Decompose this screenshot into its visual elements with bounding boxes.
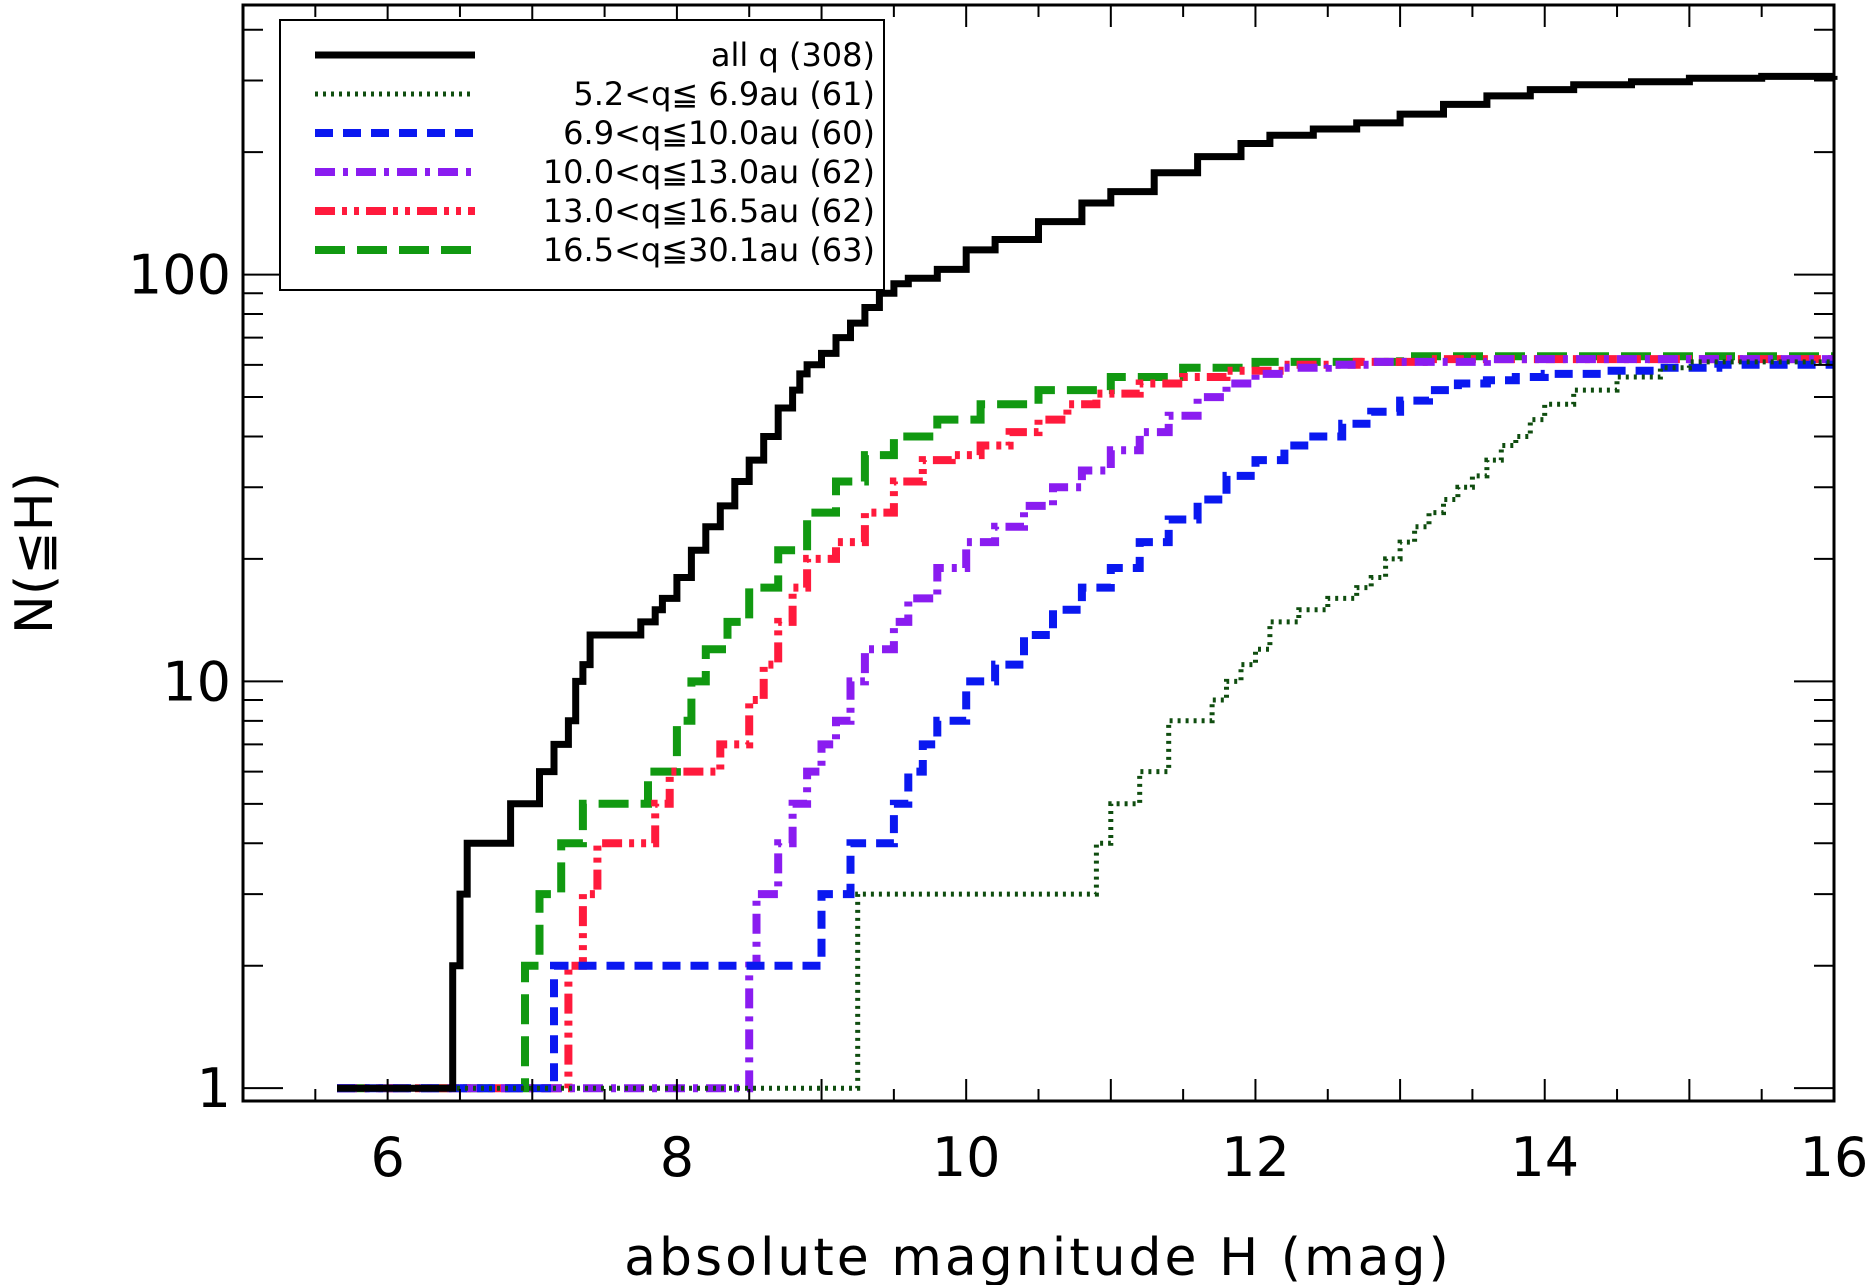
x-tick-label: 6 — [370, 1126, 404, 1189]
legend-label: 16.5<q≦30.1au (63) — [543, 231, 875, 269]
legend-label: 5.2<q≦ 6.9au (61) — [573, 75, 875, 113]
x-tick-label: 16 — [1800, 1126, 1869, 1189]
y-axis-title: N(≦H) — [5, 472, 65, 634]
legend-label: 13.0<q≦16.5au (62) — [543, 192, 875, 230]
y-tick-label: 10 — [162, 650, 231, 713]
series-line — [337, 352, 1834, 1093]
series-line — [337, 355, 1834, 1093]
x-axis-title: absolute magnitude H (mag) — [624, 1228, 1452, 1285]
legend-box — [279, 19, 885, 291]
x-tick-label: 8 — [660, 1126, 694, 1189]
y-tick-label: 1 — [197, 1057, 231, 1120]
legend-label: all q (308) — [711, 36, 875, 74]
series-line — [337, 72, 1838, 1092]
y-tick-label: 100 — [128, 244, 231, 307]
legend: all q (308)5.2<q≦ 6.9au (61)6.9<q≦10.0au… — [279, 19, 885, 291]
series-line — [337, 359, 1834, 1091]
x-tick-label: 12 — [1221, 1126, 1290, 1189]
legend-label: 6.9<q≦10.0au (60) — [563, 114, 875, 152]
legend-label: 10.0<q≦13.0au (62) — [543, 153, 875, 191]
x-tick-label: 10 — [932, 1126, 1001, 1189]
series-line — [337, 360, 1834, 1093]
x-tick-label: 14 — [1510, 1126, 1579, 1189]
